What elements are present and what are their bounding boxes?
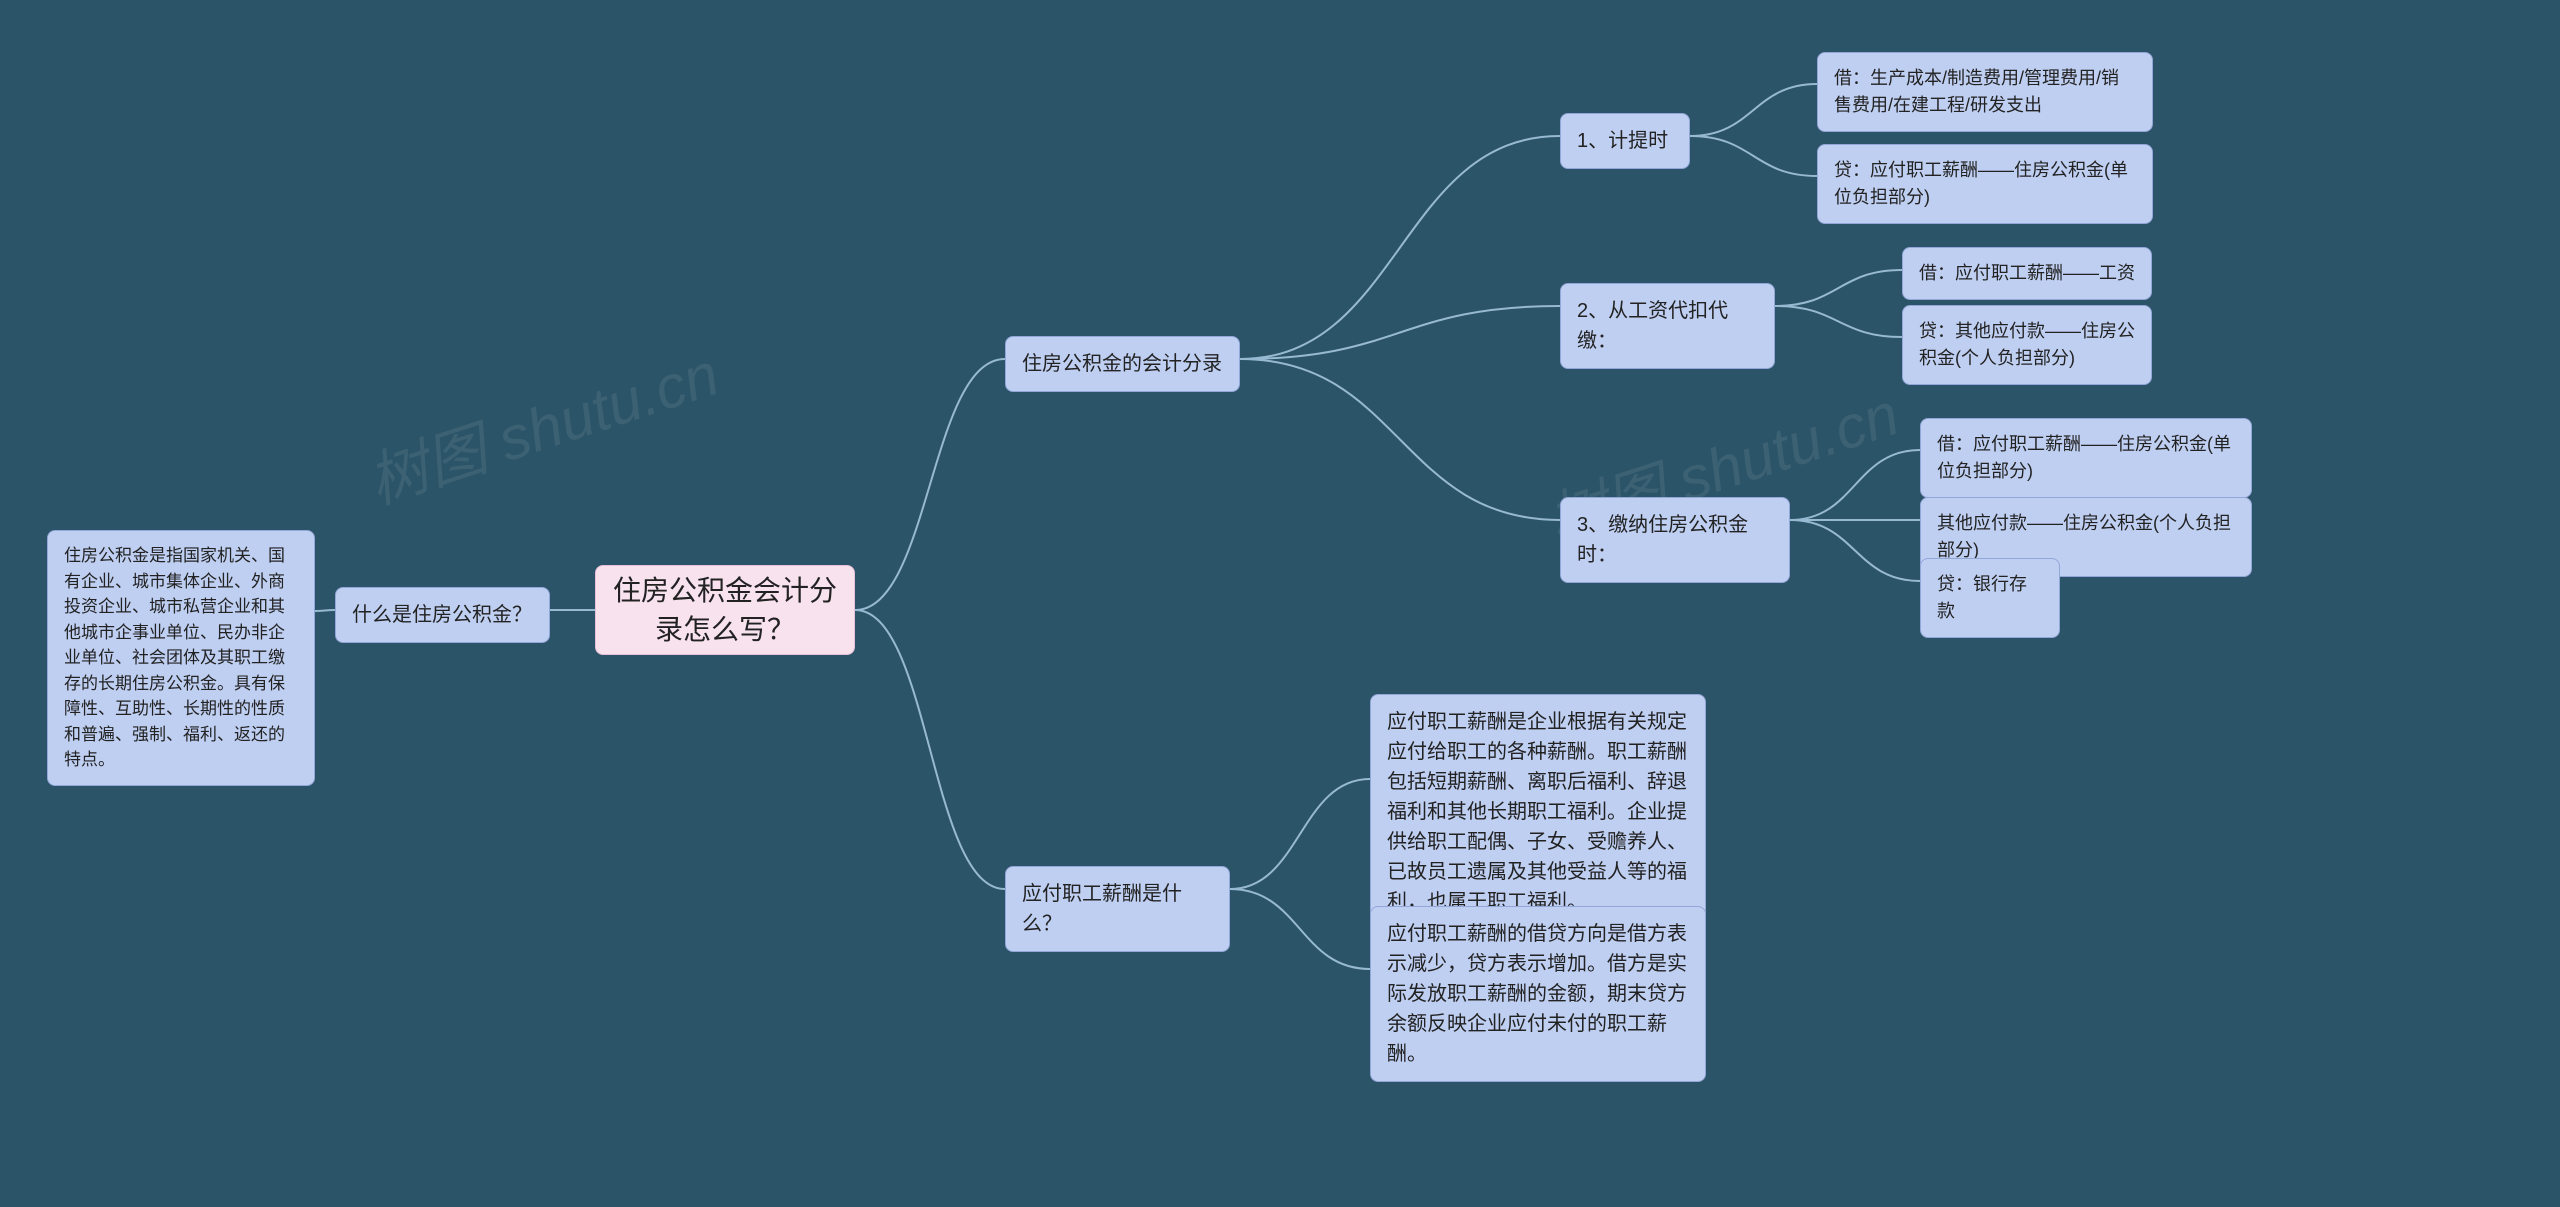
mindmap-node: 2、从工资代扣代缴： — [1560, 283, 1775, 369]
mindmap-node: 借：生产成本/制造费用/管理费用/销售费用/在建工程/研发支出 — [1817, 52, 2153, 132]
mindmap-node: 贷：银行存款 — [1920, 558, 2060, 638]
mindmap-node: 应付职工薪酬是企业根据有关规定应付给职工的各种薪酬。职工薪酬包括短期薪酬、离职后… — [1370, 694, 1706, 930]
mindmap-node: 借：应付职工薪酬——工资 — [1902, 247, 2152, 300]
mindmap-node: 贷：应付职工薪酬——住房公积金(单位负担部分) — [1817, 144, 2153, 224]
mindmap-node: 贷：其他应付款——住房公积金(个人负担部分) — [1902, 305, 2152, 385]
mindmap-node: 借：应付职工薪酬——住房公积金(单位负担部分) — [1920, 418, 2252, 498]
root-node: 住房公积金会计分录怎么写？ — [595, 565, 855, 655]
mindmap-node: 3、缴纳住房公积金时： — [1560, 497, 1790, 583]
mindmap-node: 住房公积金的会计分录 — [1005, 336, 1240, 392]
mindmap-node: 应付职工薪酬是什么？ — [1005, 866, 1230, 952]
mindmap-node: 1、计提时 — [1560, 113, 1690, 169]
mindmap-node: 住房公积金是指国家机关、国有企业、城市集体企业、外商投资企业、城市私营企业和其他… — [47, 530, 315, 786]
mindmap-node: 应付职工薪酬的借贷方向是借方表示减少，贷方表示增加。借方是实际发放职工薪酬的金额… — [1370, 906, 1706, 1082]
mindmap-node: 什么是住房公积金？ — [335, 587, 550, 643]
